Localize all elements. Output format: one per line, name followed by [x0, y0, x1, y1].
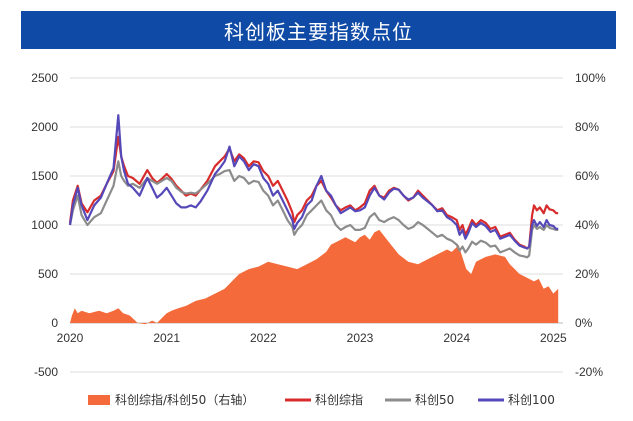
- y-right-tick-label: -20%: [575, 365, 603, 379]
- legend-label: 科创50: [415, 393, 454, 407]
- y-axis-left: 2500 2000 1500 1000 500 0 -500: [31, 71, 58, 379]
- series-line-3: [68, 114, 559, 250]
- y-right-tick-label: 40%: [575, 218, 599, 232]
- y-left-tick-label: 2000: [31, 120, 58, 134]
- y-right-tick-label: 60%: [575, 169, 599, 183]
- y-left-tick-label: 500: [38, 267, 58, 281]
- y-right-tick-label: 100%: [575, 71, 606, 85]
- grid: [70, 77, 563, 373]
- x-tick-label: 2023: [347, 331, 374, 345]
- x-tick-label: 2021: [153, 331, 180, 345]
- legend-label: 科创100: [508, 393, 555, 407]
- y-right-tick-label: 80%: [575, 120, 599, 134]
- x-axis: 2020 2021 2022 2023 2024 2025: [57, 331, 567, 345]
- x-tick-label: 2022: [250, 331, 277, 345]
- legend-label: 科创综指/科创50（右轴）: [115, 392, 254, 407]
- y-left-tick-label: 0: [51, 316, 58, 330]
- chart-title: 科创板主要指数点位: [21, 11, 616, 49]
- plot-area: [68, 114, 559, 325]
- legend-swatch: [88, 395, 110, 405]
- y-right-tick-label: 0%: [575, 316, 593, 330]
- x-tick-label: 2020: [57, 331, 84, 345]
- x-tick-label: 2025: [540, 331, 567, 345]
- y-axis-right: 100% 80% 60% 40% 20% 0% -20%: [575, 71, 606, 379]
- legend-label: 科创综指: [315, 392, 363, 407]
- y-left-tick-label: -500: [34, 365, 58, 379]
- series-area-0: [70, 229, 559, 325]
- y-left-tick-label: 1500: [31, 169, 58, 183]
- series-line-2: [68, 160, 559, 259]
- x-tick-label: 2024: [443, 331, 470, 345]
- legend: 科创综指/科创50（右轴） 科创综指 科创50 科创100: [88, 392, 555, 407]
- y-right-tick-label: 20%: [575, 267, 599, 281]
- y-left-tick-label: 2500: [31, 71, 58, 85]
- y-left-tick-label: 1000: [31, 218, 58, 232]
